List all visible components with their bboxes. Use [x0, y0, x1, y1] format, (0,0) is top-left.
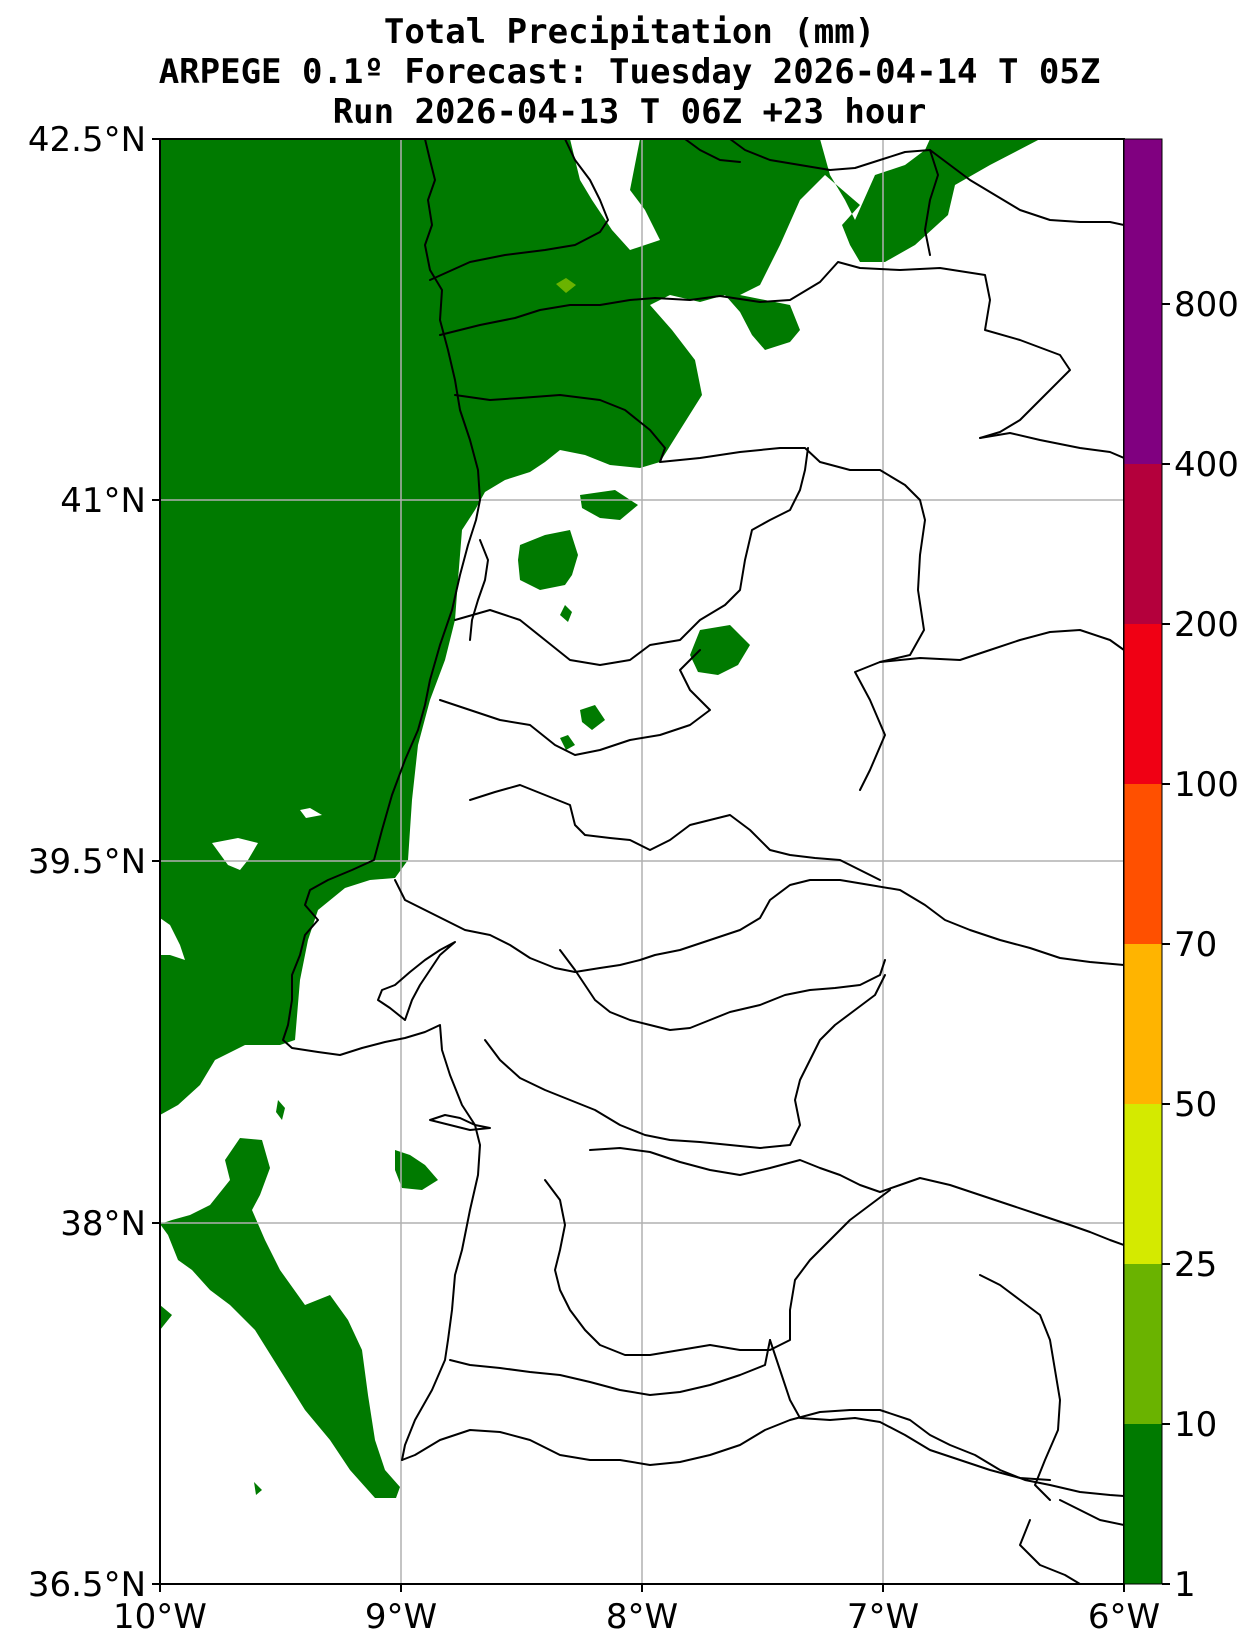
precip-patch-tiny	[254, 1482, 262, 1495]
district-border-18	[1019, 1519, 1081, 1584]
precip-region-ocean	[160, 139, 1040, 1115]
gap-west-2	[300, 808, 322, 818]
coastline	[282, 139, 481, 1461]
colorbar-frame	[1123, 138, 1163, 1585]
colorbar-label-50: 50	[1174, 1085, 1217, 1125]
colorbar-segments	[1124, 139, 1162, 1584]
district-border-2	[439, 261, 1071, 439]
title-line-3: Run 2026-04-13 T 06Z +23 hour	[332, 92, 927, 132]
precip-patch-serra	[690, 625, 750, 675]
border-north-3	[684, 139, 741, 163]
lat-tick-label-39-5n: 39.5°N	[28, 842, 146, 882]
lon-tick-label-6w: 6°W	[1088, 1597, 1160, 1637]
lat-tick-label-41n: 41°N	[60, 481, 146, 521]
map-area	[160, 139, 1124, 1584]
colorbar: 1 10 25 50 70 100 200 400 800	[1123, 138, 1239, 1605]
precip-patch-west	[160, 1305, 172, 1330]
precip-patch-douro	[580, 490, 638, 520]
colorbar-segment-1-10	[1124, 1424, 1162, 1584]
lon-tick: 9°W	[365, 1584, 437, 1637]
precip-patch-tomar	[580, 705, 605, 730]
district-border-7	[879, 629, 1124, 663]
district-border-13	[544, 1179, 891, 1356]
district-border-8	[469, 784, 881, 881]
precip-patch-tomar2	[560, 735, 575, 750]
colorbar-segment-10-25	[1124, 1264, 1162, 1424]
colorbar-segment-70-100	[1124, 784, 1162, 944]
district-border-15	[769, 1339, 1051, 1481]
lat-tick-label-36-5n: 36.5°N	[28, 1565, 146, 1605]
lon-tick-label-9w: 9°W	[365, 1597, 437, 1637]
lon-tick: 8°W	[606, 1584, 678, 1637]
lon-axis: 10°W 9°W 8°W 7°W 6°W	[113, 1584, 1160, 1637]
district-border-14	[449, 1339, 771, 1396]
lat-tick-label-42-5n: 42.5°N	[28, 120, 146, 160]
precip-patch-cape	[395, 1150, 438, 1190]
district-border-9	[394, 879, 1124, 973]
district-border-6	[439, 649, 711, 756]
precip-fill-10-25	[556, 278, 576, 293]
gap-west-1	[212, 838, 258, 870]
gap-west-3	[160, 918, 185, 960]
colorbar-segment-100-200	[1124, 624, 1162, 784]
lat-tick: 41°N	[60, 481, 160, 521]
colorbar-label-1: 1	[1174, 1565, 1196, 1605]
district-border-5	[454, 447, 809, 666]
lon-tick-label-10w: 10°W	[113, 1597, 207, 1637]
precip-patch-small1	[560, 605, 572, 622]
aveiro-lagoon	[469, 539, 489, 641]
chart-title: Total Precipitation (mm) ARPEGE 0.1º For…	[0, 12, 1259, 132]
colorbar-label-10: 10	[1174, 1405, 1217, 1445]
lon-tick-label-8w: 8°W	[606, 1597, 678, 1637]
title-line-1: Total Precipitation (mm)	[383, 12, 876, 52]
colorbar-segment-400-800	[1124, 139, 1162, 464]
lat-tick: 36.5°N	[28, 1565, 160, 1605]
district-border-11	[484, 974, 886, 1149]
colorbar-label-25: 25	[1174, 1245, 1217, 1285]
district-border-3	[454, 394, 926, 791]
tagus-estuary	[377, 941, 456, 1021]
colorbar-label-200: 200	[1174, 605, 1239, 645]
district-border-16	[979, 1274, 1061, 1501]
precip-gaps	[160, 808, 322, 960]
lon-tick: 6°W	[1088, 1584, 1160, 1637]
precip-fill-1-10	[160, 139, 1040, 1498]
colorbar-segment-50-70	[1124, 944, 1162, 1104]
district-border-10	[559, 949, 886, 1031]
colorbar-ticks	[1162, 303, 1170, 1585]
colorbar-label-400: 400	[1174, 445, 1239, 485]
boundaries	[282, 139, 1124, 1584]
colorbar-label-70: 70	[1174, 925, 1217, 965]
title-line-2: ARPEGE 0.1º Forecast: Tuesday 2026-04-14…	[158, 52, 1101, 92]
district-border-1	[429, 139, 609, 281]
grid-lines	[160, 139, 1124, 1584]
precip-patch-aveiro	[518, 530, 578, 590]
colorbar-label-800: 800	[1174, 285, 1239, 325]
colorbar-label-100: 100	[1174, 765, 1239, 805]
lat-tick: 39.5°N	[28, 842, 160, 882]
lon-tick: 10°W	[113, 1584, 207, 1637]
lon-tick-label-7w: 7°W	[847, 1597, 919, 1637]
colorbar-segment-25-50	[1124, 1104, 1162, 1264]
coastline-south	[401, 1409, 1124, 1497]
district-border-12	[589, 1147, 1124, 1246]
lat-tick: 38°N	[60, 1204, 160, 1244]
lat-axis: 42.5°N 41°N 39.5°N 38°N 36.5°N	[28, 120, 160, 1605]
precip-patch-coast	[276, 1100, 285, 1120]
sado-estuary	[429, 1114, 491, 1131]
precip-region-south	[160, 1138, 400, 1498]
colorbar-segment-200-400	[1124, 464, 1162, 624]
border-north-2	[924, 149, 939, 256]
district-border-4	[979, 432, 1124, 459]
lat-tick-label-38n: 38°N	[60, 1204, 146, 1244]
lat-tick: 42.5°N	[28, 120, 160, 160]
district-border-17	[1059, 1499, 1124, 1526]
lon-tick: 7°W	[847, 1584, 919, 1637]
